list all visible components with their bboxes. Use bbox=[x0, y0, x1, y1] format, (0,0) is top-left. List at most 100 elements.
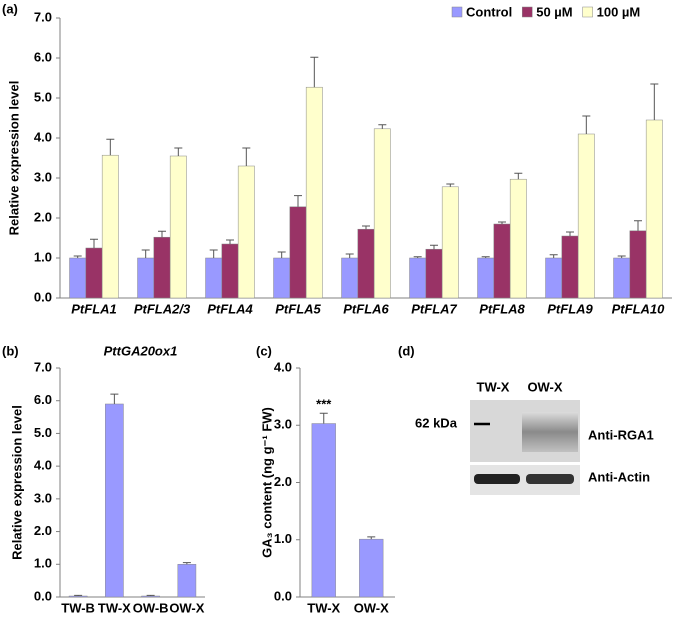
error-bar bbox=[294, 195, 302, 207]
bar bbox=[101, 154, 119, 299]
error-bar bbox=[430, 244, 438, 250]
error-bar bbox=[582, 115, 591, 134]
y-tick-label: 7.0 bbox=[34, 9, 52, 24]
y-tick-label: 2.0 bbox=[34, 523, 52, 538]
x-tick-label: PtFLA2/3 bbox=[134, 301, 191, 316]
error-bar bbox=[446, 183, 455, 187]
chart-title: PttGA20ox1 bbox=[104, 343, 178, 358]
bar bbox=[441, 186, 459, 299]
x-tick-label: PtFLA8 bbox=[479, 301, 525, 316]
bar bbox=[68, 595, 88, 598]
error-bar bbox=[110, 393, 119, 404]
x-tick-label: TW-X bbox=[307, 600, 340, 615]
bar bbox=[177, 564, 197, 598]
error-bar bbox=[310, 56, 319, 88]
error-bar bbox=[158, 230, 166, 238]
y-tick-label: 7.0 bbox=[34, 359, 52, 374]
y-tick-label: 4.0 bbox=[274, 359, 292, 374]
bar bbox=[629, 230, 647, 299]
error-bar bbox=[74, 594, 83, 597]
lane-label: OW-X bbox=[527, 379, 562, 394]
error-bar bbox=[106, 138, 115, 156]
row-label: Anti-RGA1 bbox=[588, 427, 654, 442]
error-bar bbox=[146, 594, 155, 597]
bar bbox=[237, 165, 255, 299]
bar bbox=[493, 223, 511, 299]
error-bar bbox=[141, 249, 150, 258]
error-bar bbox=[634, 220, 642, 231]
x-tick-label: PtFLA10 bbox=[612, 301, 666, 316]
x-tick-label: TW-B bbox=[61, 600, 95, 615]
y-tick-label: 0.0 bbox=[34, 289, 52, 304]
panel-label: (c) bbox=[256, 343, 272, 358]
y-tick-label: 4.0 bbox=[34, 129, 52, 144]
bar bbox=[289, 206, 307, 299]
bar bbox=[561, 235, 579, 299]
x-tick-label: PtFLA6 bbox=[343, 301, 389, 316]
error-bar bbox=[481, 256, 490, 258]
panel-label: (b) bbox=[2, 343, 19, 358]
row-label: Anti-Actin bbox=[588, 469, 650, 484]
bar bbox=[85, 247, 103, 299]
error-bar bbox=[226, 239, 234, 244]
error-bar bbox=[362, 225, 370, 230]
error-bar bbox=[413, 256, 422, 258]
bar bbox=[577, 133, 595, 299]
x-tick-label: PtFLA7 bbox=[411, 301, 457, 316]
y-tick-label: 1.0 bbox=[274, 531, 292, 546]
error-bar bbox=[73, 255, 82, 258]
legend-label: 50 µM bbox=[536, 4, 572, 19]
bar bbox=[105, 403, 124, 598]
y-axis-label: Relative expression level bbox=[6, 81, 21, 236]
error-bar bbox=[498, 221, 506, 224]
bar bbox=[509, 178, 527, 299]
bar bbox=[341, 257, 359, 299]
error-bar bbox=[345, 253, 354, 258]
y-tick-label: 0.0 bbox=[34, 588, 52, 603]
x-tick-label: TW-X bbox=[98, 600, 131, 615]
blot-band bbox=[526, 474, 574, 484]
x-tick-label: PtFLA4 bbox=[207, 301, 253, 316]
error-bar bbox=[90, 238, 98, 248]
bar bbox=[545, 257, 563, 299]
error-bar bbox=[242, 147, 251, 166]
bar bbox=[425, 248, 443, 299]
y-tick-label: 5.0 bbox=[34, 89, 52, 104]
y-tick-label: 2.0 bbox=[34, 209, 52, 224]
lane-label: TW-X bbox=[477, 379, 510, 394]
error-bar bbox=[549, 254, 558, 258]
x-tick-label: PtFLA1 bbox=[71, 301, 117, 316]
legend-swatch bbox=[521, 6, 533, 18]
bar bbox=[141, 595, 160, 598]
bar bbox=[305, 86, 323, 299]
marker-label: 62 kDa bbox=[415, 415, 458, 430]
y-tick-label: 4.0 bbox=[34, 458, 52, 473]
error-bar bbox=[182, 562, 191, 565]
y-tick-label: 6.0 bbox=[34, 49, 52, 64]
bar bbox=[477, 257, 495, 299]
error-bar bbox=[566, 231, 574, 236]
x-tick-label: PtFLA5 bbox=[275, 301, 321, 316]
bar bbox=[69, 257, 87, 299]
bar bbox=[311, 423, 336, 598]
annotation: *** bbox=[316, 397, 332, 412]
legend-swatch bbox=[451, 6, 463, 18]
panel-label: (a) bbox=[2, 1, 18, 16]
panel-label: (d) bbox=[398, 343, 415, 358]
y-tick-label: 2.0 bbox=[274, 474, 292, 489]
blot-smear bbox=[522, 412, 578, 452]
bar bbox=[357, 228, 375, 299]
y-axis-label: GA₃ content (ng g⁻¹ FW) bbox=[259, 407, 274, 558]
error-bar bbox=[319, 412, 328, 424]
bar bbox=[373, 128, 391, 299]
error-bar bbox=[367, 536, 376, 540]
error-bar bbox=[174, 147, 183, 156]
legend-swatch bbox=[582, 6, 593, 18]
y-axis-label: Relative expression level bbox=[9, 405, 24, 560]
error-bar bbox=[378, 124, 387, 129]
error-bar bbox=[617, 255, 626, 258]
bar bbox=[153, 236, 171, 299]
blot-band bbox=[474, 474, 520, 484]
